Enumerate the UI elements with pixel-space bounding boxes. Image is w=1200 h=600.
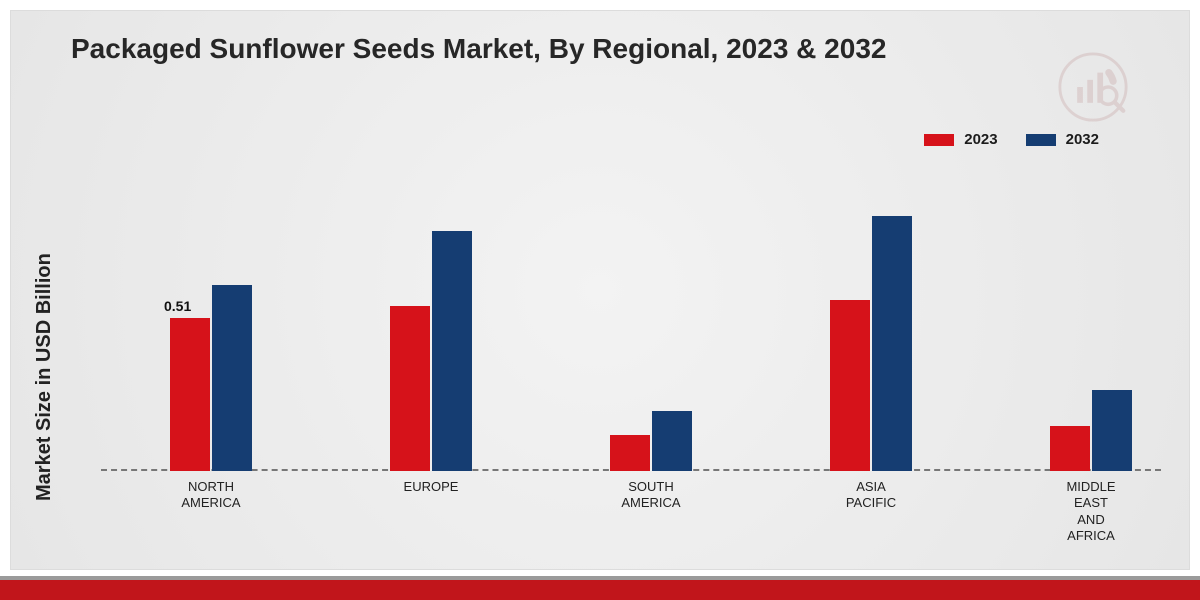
bar-group (811, 216, 931, 471)
bar-2023 (610, 435, 650, 471)
bar-group (591, 411, 711, 471)
legend-item-2032: 2032 (1026, 131, 1099, 148)
legend-label-2032: 2032 (1066, 131, 1099, 148)
x-category-label: EUROPE (361, 479, 501, 495)
legend-item-2023: 2023 (924, 131, 997, 148)
legend-swatch-2023 (924, 134, 954, 146)
footer-bar (0, 580, 1200, 600)
x-category-label: ASIAPACIFIC (801, 479, 941, 512)
bar-2032 (1092, 390, 1132, 471)
bar-group (371, 231, 491, 471)
bar-2032 (212, 285, 252, 471)
x-category-label: NORTHAMERICA (141, 479, 281, 512)
legend-label-2023: 2023 (964, 131, 997, 148)
legend-swatch-2032 (1026, 134, 1056, 146)
bar-2023 (390, 306, 430, 471)
bar-2023 (830, 300, 870, 471)
chart-title: Packaged Sunflower Seeds Market, By Regi… (71, 33, 886, 65)
bar-2023 (170, 318, 210, 471)
bar-2032 (432, 231, 472, 471)
chart-canvas: Packaged Sunflower Seeds Market, By Regi… (10, 10, 1190, 570)
plot-area: 0.51NORTHAMERICAEUROPESOUTHAMERICAASIAPA… (101, 171, 1161, 471)
bar-2032 (872, 216, 912, 471)
bar-value-label: 0.51 (164, 298, 191, 314)
x-category-label: MIDDLEEASTANDAFRICA (1021, 479, 1161, 544)
x-category-label: SOUTHAMERICA (581, 479, 721, 512)
bar-2023 (1050, 426, 1090, 471)
bar-2032 (652, 411, 692, 471)
bar-group (1031, 390, 1151, 471)
legend: 2023 2032 (924, 131, 1099, 148)
figure: Packaged Sunflower Seeds Market, By Regi… (0, 0, 1200, 600)
watermark-logo-icon (1057, 51, 1129, 123)
y-axis-label: Market Size in USD Billion (33, 253, 56, 501)
